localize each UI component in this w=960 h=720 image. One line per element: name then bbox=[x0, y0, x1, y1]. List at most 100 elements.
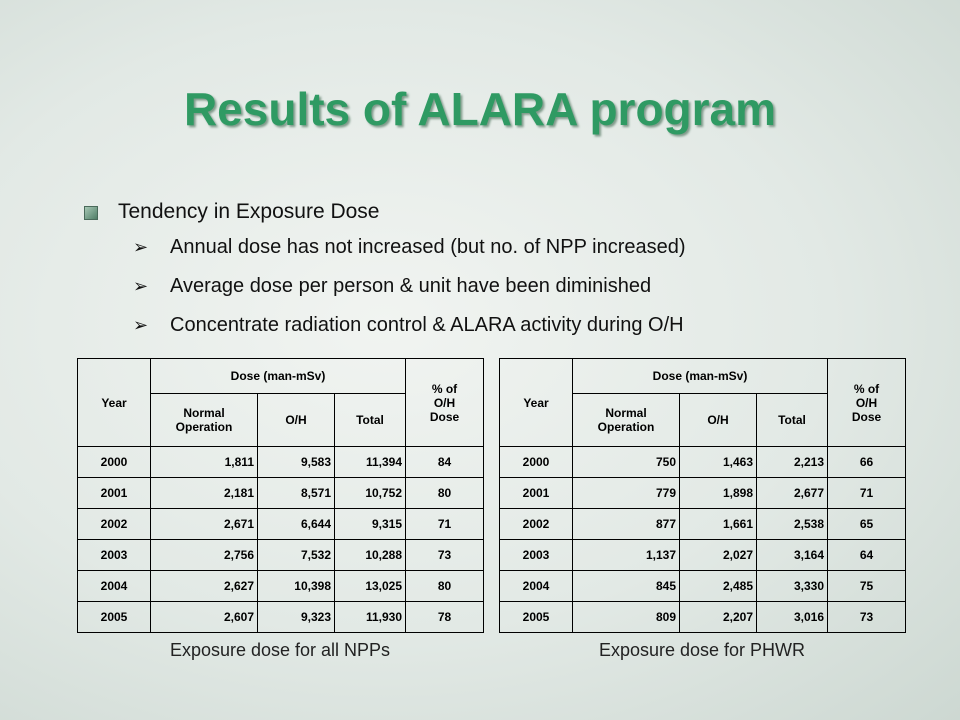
data-cell: 84 bbox=[405, 446, 485, 478]
data-cell: 10,398 bbox=[257, 570, 335, 602]
data-cell: 1,811 bbox=[150, 446, 258, 478]
data-cell: 2,756 bbox=[150, 539, 258, 571]
header-row: Normal Operation O/H Total bbox=[78, 393, 484, 447]
data-cell: 2004 bbox=[77, 570, 151, 602]
data-cell: 1,463 bbox=[679, 446, 757, 478]
data-cell: 66 bbox=[827, 446, 907, 478]
data-row: 2005 2,607 9,323 11,930 78 bbox=[77, 601, 485, 633]
arrow-icon: ➢ bbox=[133, 237, 149, 257]
data-cell: 2,485 bbox=[679, 570, 757, 602]
data-cell: 2002 bbox=[499, 508, 573, 540]
data-cell: 2002 bbox=[77, 508, 151, 540]
header-cell: O/H bbox=[679, 393, 757, 447]
data-cell: 1,898 bbox=[679, 477, 757, 509]
header-cell: Normal Operation bbox=[572, 393, 680, 447]
data-row: 2005 809 2,207 3,016 73 bbox=[499, 601, 907, 633]
data-cell: 2,671 bbox=[150, 508, 258, 540]
table-caption: Exposure dose for PHWR bbox=[598, 640, 806, 660]
bullet-item: Average dose per person & unit have been… bbox=[170, 275, 652, 297]
data-cell: 779 bbox=[572, 477, 680, 509]
data-cell: 2,677 bbox=[755, 477, 829, 509]
data-row: 2000 750 1,463 2,213 66 bbox=[499, 446, 907, 478]
data-row: 2001 2,181 8,571 10,752 80 bbox=[77, 477, 485, 509]
data-cell: 877 bbox=[572, 508, 680, 540]
data-cell: 2,207 bbox=[679, 601, 757, 633]
data-cell: 750 bbox=[572, 446, 680, 478]
header-row: Year Dose (man-mSv) % of O/H Dose bbox=[77, 358, 485, 447]
data-cell: 80 bbox=[405, 570, 485, 602]
data-cell: 2005 bbox=[499, 601, 573, 633]
header-cell: Normal Operation bbox=[150, 393, 258, 447]
data-row: 2001 779 1,898 2,677 71 bbox=[499, 477, 907, 509]
data-cell: 845 bbox=[572, 570, 680, 602]
data-row: 2003 1,137 2,027 3,164 64 bbox=[499, 539, 907, 571]
data-cell: 2000 bbox=[499, 446, 573, 478]
data-cell: 10,752 bbox=[333, 477, 407, 509]
data-cell: 13,025 bbox=[333, 570, 407, 602]
data-row: 2004 845 2,485 3,330 75 bbox=[499, 570, 907, 602]
bullet-item: Concentrate radiation control & ALARA ac… bbox=[170, 314, 684, 336]
header-cell: % of O/H Dose bbox=[405, 358, 485, 447]
data-cell: 1,137 bbox=[572, 539, 680, 571]
data-row: 2004 2,627 10,398 13,025 80 bbox=[77, 570, 485, 602]
data-cell: 2,213 bbox=[755, 446, 829, 478]
data-cell: 75 bbox=[827, 570, 907, 602]
data-cell: 78 bbox=[405, 601, 485, 633]
data-cell: 64 bbox=[827, 539, 907, 571]
data-cell: 3,016 bbox=[755, 601, 829, 633]
data-cell: 3,164 bbox=[755, 539, 829, 571]
data-cell: 2,627 bbox=[150, 570, 258, 602]
data-row: 2002 877 1,661 2,538 65 bbox=[499, 508, 907, 540]
data-cell: 9,315 bbox=[333, 508, 407, 540]
data-cell: 2004 bbox=[499, 570, 573, 602]
data-cell: 2003 bbox=[499, 539, 573, 571]
header-cell: Total bbox=[755, 393, 829, 447]
bullet-item: Annual dose has not increased (but no. o… bbox=[170, 236, 686, 258]
header-cell: O/H bbox=[257, 393, 335, 447]
data-cell: 2,607 bbox=[150, 601, 258, 633]
data-cell: 2005 bbox=[77, 601, 151, 633]
header-cell: Dose (man-mSv) bbox=[149, 358, 407, 394]
data-cell: 10,288 bbox=[333, 539, 407, 571]
data-cell: 7,532 bbox=[257, 539, 335, 571]
data-row: 2003 2,756 7,532 10,288 73 bbox=[77, 539, 485, 571]
data-cell: 2,027 bbox=[679, 539, 757, 571]
table-caption: Exposure dose for all NPPs bbox=[169, 640, 391, 660]
data-cell: 73 bbox=[827, 601, 907, 633]
data-row: 2000 1,811 9,583 11,394 84 bbox=[77, 446, 485, 478]
header-cell: Dose (man-mSv) bbox=[571, 358, 829, 394]
data-cell: 71 bbox=[827, 477, 907, 509]
data-cell: 3,330 bbox=[755, 570, 829, 602]
data-cell: 80 bbox=[405, 477, 485, 509]
header-text: % of O/H Dose bbox=[429, 381, 460, 424]
header-row: Normal Operation O/H Total bbox=[500, 393, 906, 447]
dose-table: Year Dose (man-mSv)% of O/H Dose Normal Op… bbox=[77, 358, 485, 633]
arrow-icon: ➢ bbox=[133, 315, 149, 335]
data-cell: 11,930 bbox=[333, 601, 407, 633]
data-cell: 1,661 bbox=[679, 508, 757, 540]
arrow-icon: ➢ bbox=[133, 276, 149, 296]
data-cell: 8,571 bbox=[257, 477, 335, 509]
data-row: 2002 2,671 6,644 9,315 71 bbox=[77, 508, 485, 540]
header-cell: % of O/H Dose bbox=[827, 358, 907, 447]
data-cell: 11,394 bbox=[333, 446, 407, 478]
bullet-icon bbox=[84, 206, 98, 220]
data-cell: 71 bbox=[405, 508, 485, 540]
slide-title: Results of ALARA program bbox=[183, 83, 777, 135]
data-cell: 2000 bbox=[77, 446, 151, 478]
data-cell: 809 bbox=[572, 601, 680, 633]
header-cell: Year bbox=[77, 358, 151, 447]
header-row: Year Dose (man-mSv) % of O/H Dose bbox=[499, 358, 907, 447]
data-cell: 9,323 bbox=[257, 601, 335, 633]
header-cell: Year bbox=[499, 358, 573, 447]
data-cell: 6,644 bbox=[257, 508, 335, 540]
data-cell: 9,583 bbox=[257, 446, 335, 478]
header-cell: Total bbox=[333, 393, 407, 447]
header-text: % of O/H Dose bbox=[851, 381, 882, 424]
data-cell: 2001 bbox=[77, 477, 151, 509]
data-cell: 2003 bbox=[77, 539, 151, 571]
data-cell: 73 bbox=[405, 539, 485, 571]
dose-table: Year Dose (man-mSv)% of O/H Dose Normal Op… bbox=[499, 358, 907, 633]
data-cell: 2001 bbox=[499, 477, 573, 509]
